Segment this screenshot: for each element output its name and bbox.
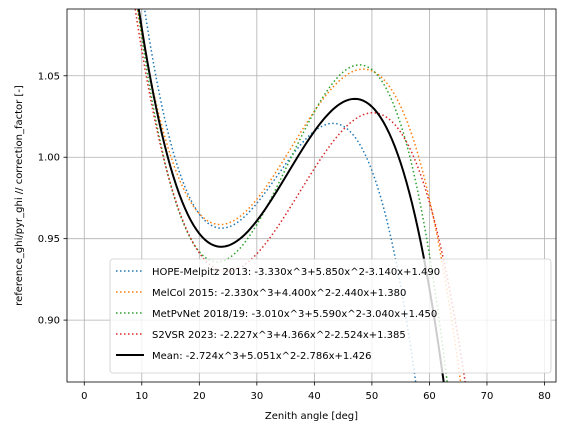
x-axis-ticks: 0 10 20 30 40 50 60 70 80 [81,382,551,402]
x-tick-label: 0 [81,391,87,402]
x-tick-label: 50 [366,391,379,402]
series-layer [134,9,466,382]
legend-entry: S2VSR 2023: -2.227x^3+4.366x^2-2.524x+1.… [152,330,406,341]
y-tick-label: 1.00 [38,153,60,164]
legend-box [109,258,552,374]
x-tick-label: 40 [308,391,321,402]
y-axis-ticks: 0.90 0.95 1.00 1.05 [38,71,67,327]
y-tick-label: 0.95 [38,234,60,245]
legend-entry: HOPE-Melpitz 2013: -3.330x^3+5.850x^2-3.… [152,267,440,278]
x-tick-label: 70 [481,391,494,402]
series-line-4 [137,9,445,382]
x-tick-label: 30 [250,391,263,402]
legend: HOPE-Melpitz 2013: -3.330x^3+5.850x^2-3.… [109,258,552,374]
y-tick-label: 1.05 [38,71,60,82]
y-tick-label: 0.90 [38,316,60,327]
legend-entry: Mean: -2.724x^3+5.051x^2-2.786x+1.426 [152,351,372,362]
x-tick-label: 10 [135,391,148,402]
series-line-3 [134,9,466,382]
legend-entry: MetPvNet 2018/19: -3.010x^3+5.590x^2-3.0… [152,309,437,320]
x-axis-label: Zenith angle [deg] [265,411,358,422]
plot-frame [66,8,557,383]
x-tick-label: 80 [538,391,551,402]
legend-entry: MelCol 2015: -2.330x^3+4.400x^2-2.440x+1… [152,288,406,299]
x-tick-label: 20 [193,391,206,402]
y-axis-label: reference_ghi/pyr_ghi // correction_fact… [14,85,25,306]
series-line-2 [137,9,448,382]
x-tick-label: 60 [423,391,436,402]
